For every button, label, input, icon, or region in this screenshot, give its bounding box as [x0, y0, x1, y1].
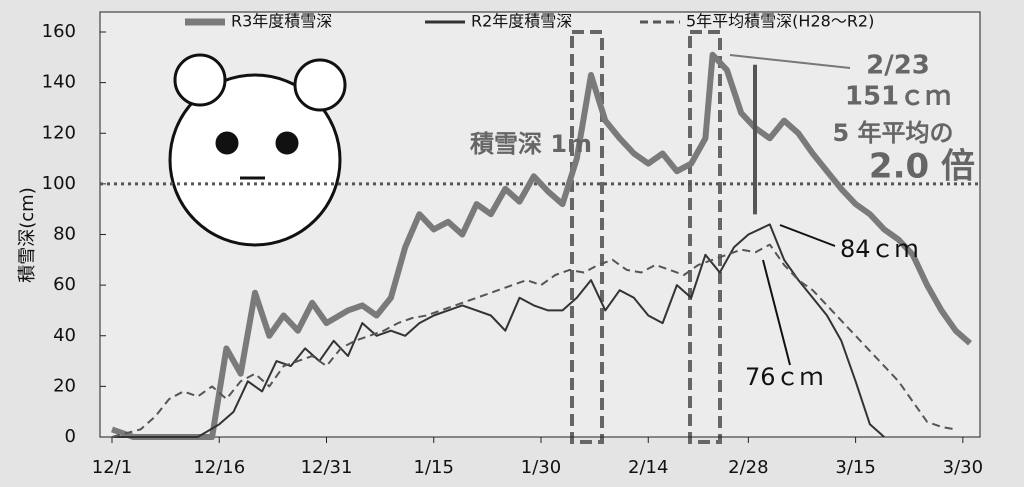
y-tick-label: 60 — [53, 274, 76, 295]
legend-label: R2年度積雪深 — [471, 12, 572, 31]
annotation: 2/23 — [866, 51, 930, 81]
y-tick-label: 20 — [53, 375, 76, 396]
cartoon — [170, 55, 345, 245]
x-tick-label: 2/14 — [628, 457, 668, 478]
annotation: 2.0 倍 — [869, 147, 975, 187]
annotation: 151ｃｍ — [845, 82, 951, 112]
x-tick-label: 3/15 — [835, 457, 875, 478]
y-tick-label: 120 — [42, 122, 76, 143]
y-tick-label: 40 — [53, 325, 76, 346]
y-tick-label: 140 — [42, 72, 76, 93]
x-tick-label: 1/15 — [414, 457, 454, 478]
legend-label: R3年度積雪深 — [231, 12, 332, 31]
y-tick-label: 0 — [65, 426, 76, 447]
x-tick-label: 12/16 — [193, 457, 245, 478]
y-tick-label: 100 — [42, 173, 76, 194]
y-tick-label: 80 — [53, 224, 76, 245]
y-axis-label: 積雪深(cm) — [17, 187, 38, 282]
chart: 積雪深(cm) 0 20 40 60 80 100 120 140 160 12/1 12/16 12… — [0, 0, 1024, 487]
annotation: 76ｃｍ — [745, 363, 824, 391]
legend-label: 5年平均積雪深(H28～R2) — [686, 12, 874, 31]
y-tick-label: 160 — [42, 21, 76, 42]
x-tick-label: 1/30 — [521, 457, 561, 478]
annotation: 積雪深 1m — [470, 130, 592, 158]
x-tick-label: 12/1 — [92, 457, 132, 478]
annotation: 84ｃｍ — [840, 235, 919, 263]
x-tick-label: 2/28 — [728, 457, 768, 478]
page: {"chart_data": {"type": "line", "y_label… — [0, 0, 1024, 487]
x-tick-label: 3/30 — [943, 457, 983, 478]
x-tick-label: 12/31 — [301, 457, 353, 478]
annotation: 5 年平均の — [832, 119, 953, 147]
